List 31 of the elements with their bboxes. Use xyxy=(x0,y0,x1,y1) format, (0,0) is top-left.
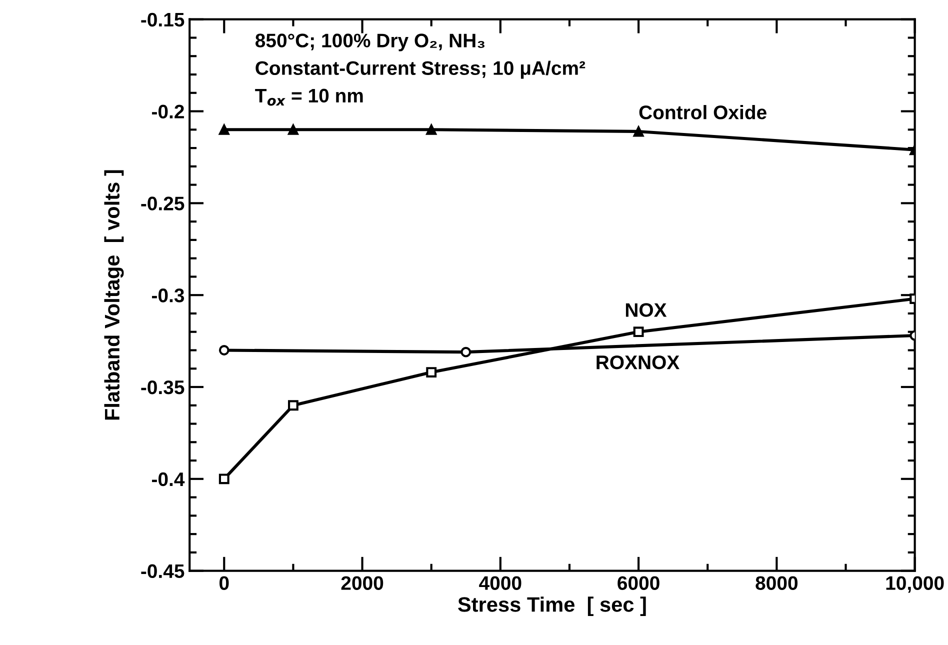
y-tick-label: -0.45 xyxy=(141,564,184,578)
annotation: 850°C; 100% Dry O₂, NH₃ xyxy=(255,34,484,52)
point xyxy=(426,124,437,135)
series-label: NOX xyxy=(626,303,667,317)
y-tick-label: -0.2 xyxy=(152,104,184,118)
point xyxy=(633,326,644,338)
point xyxy=(633,126,644,137)
annotation: Constant-Current Stress; 10 μA/cm² xyxy=(256,60,586,79)
y-tick-label: -0.3 xyxy=(152,288,184,302)
point xyxy=(460,346,472,358)
y-tick-label: -0.35 xyxy=(141,380,184,394)
y-tick-label: -0.4 xyxy=(152,472,185,486)
y-tick-label: -0.25 xyxy=(141,196,184,210)
point xyxy=(288,400,298,411)
x-axis-title: Stress Time [ sec ] xyxy=(458,596,646,616)
point xyxy=(218,345,230,356)
x-tick-label: 10,000 xyxy=(886,576,944,593)
x-tick-label: 2000 xyxy=(341,576,384,590)
x-tick-label: 6000 xyxy=(618,576,660,590)
series-label: Control Oxide xyxy=(639,105,766,120)
y-axis-title: Flatband Voltage [ volts ] xyxy=(104,170,124,420)
x-tick-label: 0 xyxy=(219,576,229,590)
x-tick-label: 4000 xyxy=(479,576,522,590)
x-tick-label: 8000 xyxy=(756,576,798,590)
point xyxy=(218,474,230,484)
y-tick-label: -0.15 xyxy=(141,12,184,27)
point xyxy=(218,124,230,135)
point xyxy=(288,124,298,135)
annotation: T$_{ox}$ = 10 nm xyxy=(255,88,363,106)
series-label: ROXNOX xyxy=(596,355,680,370)
point xyxy=(426,367,437,378)
